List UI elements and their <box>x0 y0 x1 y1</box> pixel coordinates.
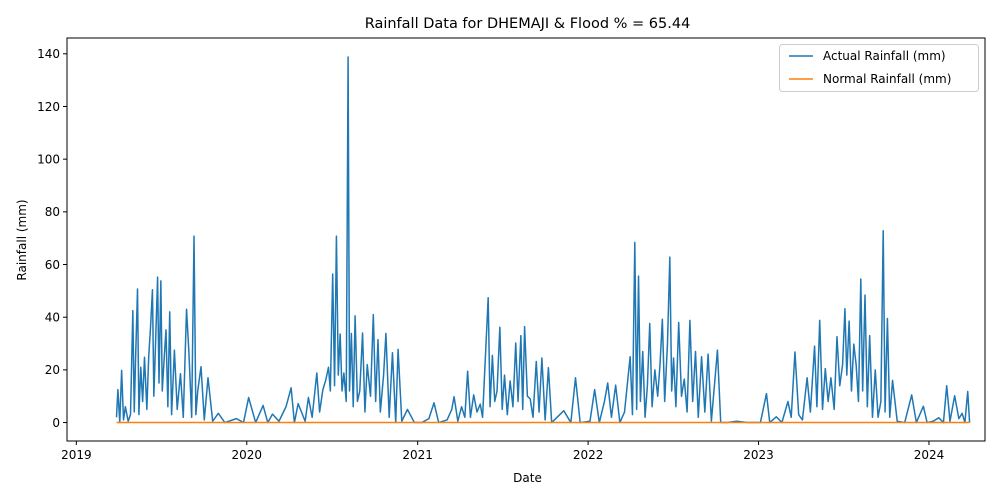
x-tick-label-5: 2024 <box>914 448 945 462</box>
x-tick-label-3: 2022 <box>573 448 604 462</box>
y-tick-label-4: 80 <box>45 205 60 219</box>
plot-area <box>66 37 986 442</box>
x-tick-label-4: 2023 <box>743 448 774 462</box>
legend-label-actual: Actual Rainfall (mm) <box>823 49 946 63</box>
x-tick-label-1: 2020 <box>231 448 262 462</box>
x-tick-label-0: 2019 <box>61 448 92 462</box>
y-tick-label-0: 0 <box>52 416 60 430</box>
series-layer <box>115 56 971 424</box>
plot-background <box>67 38 985 441</box>
legend: Actual Rainfall (mm) Normal Rainfall (mm… <box>779 44 979 92</box>
y-tick-label-2: 40 <box>45 311 60 325</box>
x-axis-label: Date <box>513 471 542 485</box>
y-tick-label-5: 100 <box>37 152 60 166</box>
x-axis: 2019 2020 2021 2022 2023 2024 <box>61 441 944 462</box>
y-tick-label-7: 140 <box>37 47 60 61</box>
legend-box <box>779 44 979 92</box>
y-axis: 0 20 40 60 80 100 120 140 <box>37 47 67 430</box>
series-line-0 <box>115 56 971 424</box>
legend-label-normal: Normal Rainfall (mm) <box>823 72 951 86</box>
y-axis-label: Rainfall (mm) <box>15 199 29 280</box>
y-tick-label-1: 20 <box>45 363 60 377</box>
chart-title: Rainfall Data for DHEMAJI & Flood % = 65… <box>365 16 691 32</box>
y-tick-label-3: 60 <box>45 258 60 272</box>
y-tick-label-6: 120 <box>37 100 60 114</box>
plot-frame <box>66 37 986 442</box>
x-tick-label-2: 2021 <box>402 448 433 462</box>
